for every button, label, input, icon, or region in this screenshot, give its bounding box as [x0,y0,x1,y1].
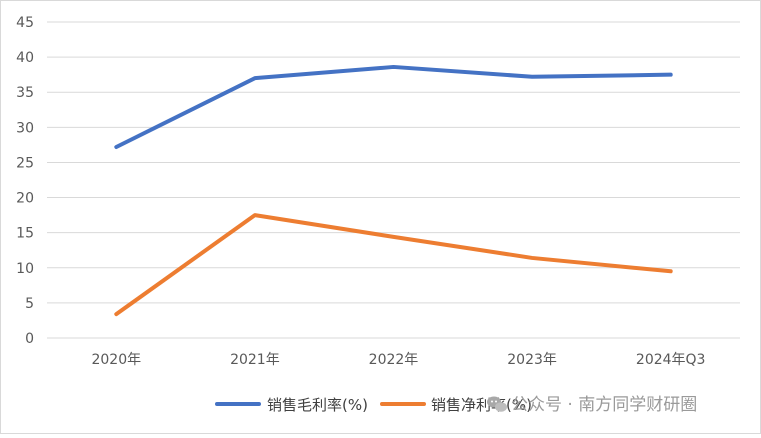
y-tick-label: 10 [16,261,34,277]
watermark: 公众号 · 南方同学财研圈 [487,395,697,415]
y-tick-label: 15 [16,226,34,242]
y-tick-label: 0 [25,331,34,347]
y-tick-label: 35 [16,85,34,101]
y-tick-label: 40 [16,50,34,66]
y-tick-label: 20 [16,191,34,207]
x-tick-label: 2021年 [230,352,280,368]
watermark-text: 公众号 · 南方同学财研圈 [511,395,697,415]
x-tick-label: 2024年Q3 [636,352,706,368]
y-tick-label: 30 [16,120,34,136]
y-tick-label: 5 [25,296,34,312]
y-tick-label: 25 [16,155,34,171]
x-tick-label: 2020年 [91,352,141,368]
x-tick-label: 2023年 [507,352,557,368]
x-tick-label: 2022年 [369,352,419,368]
y-tick-label: 45 [16,15,34,31]
legend-label: 销售毛利率(%) [267,396,368,414]
